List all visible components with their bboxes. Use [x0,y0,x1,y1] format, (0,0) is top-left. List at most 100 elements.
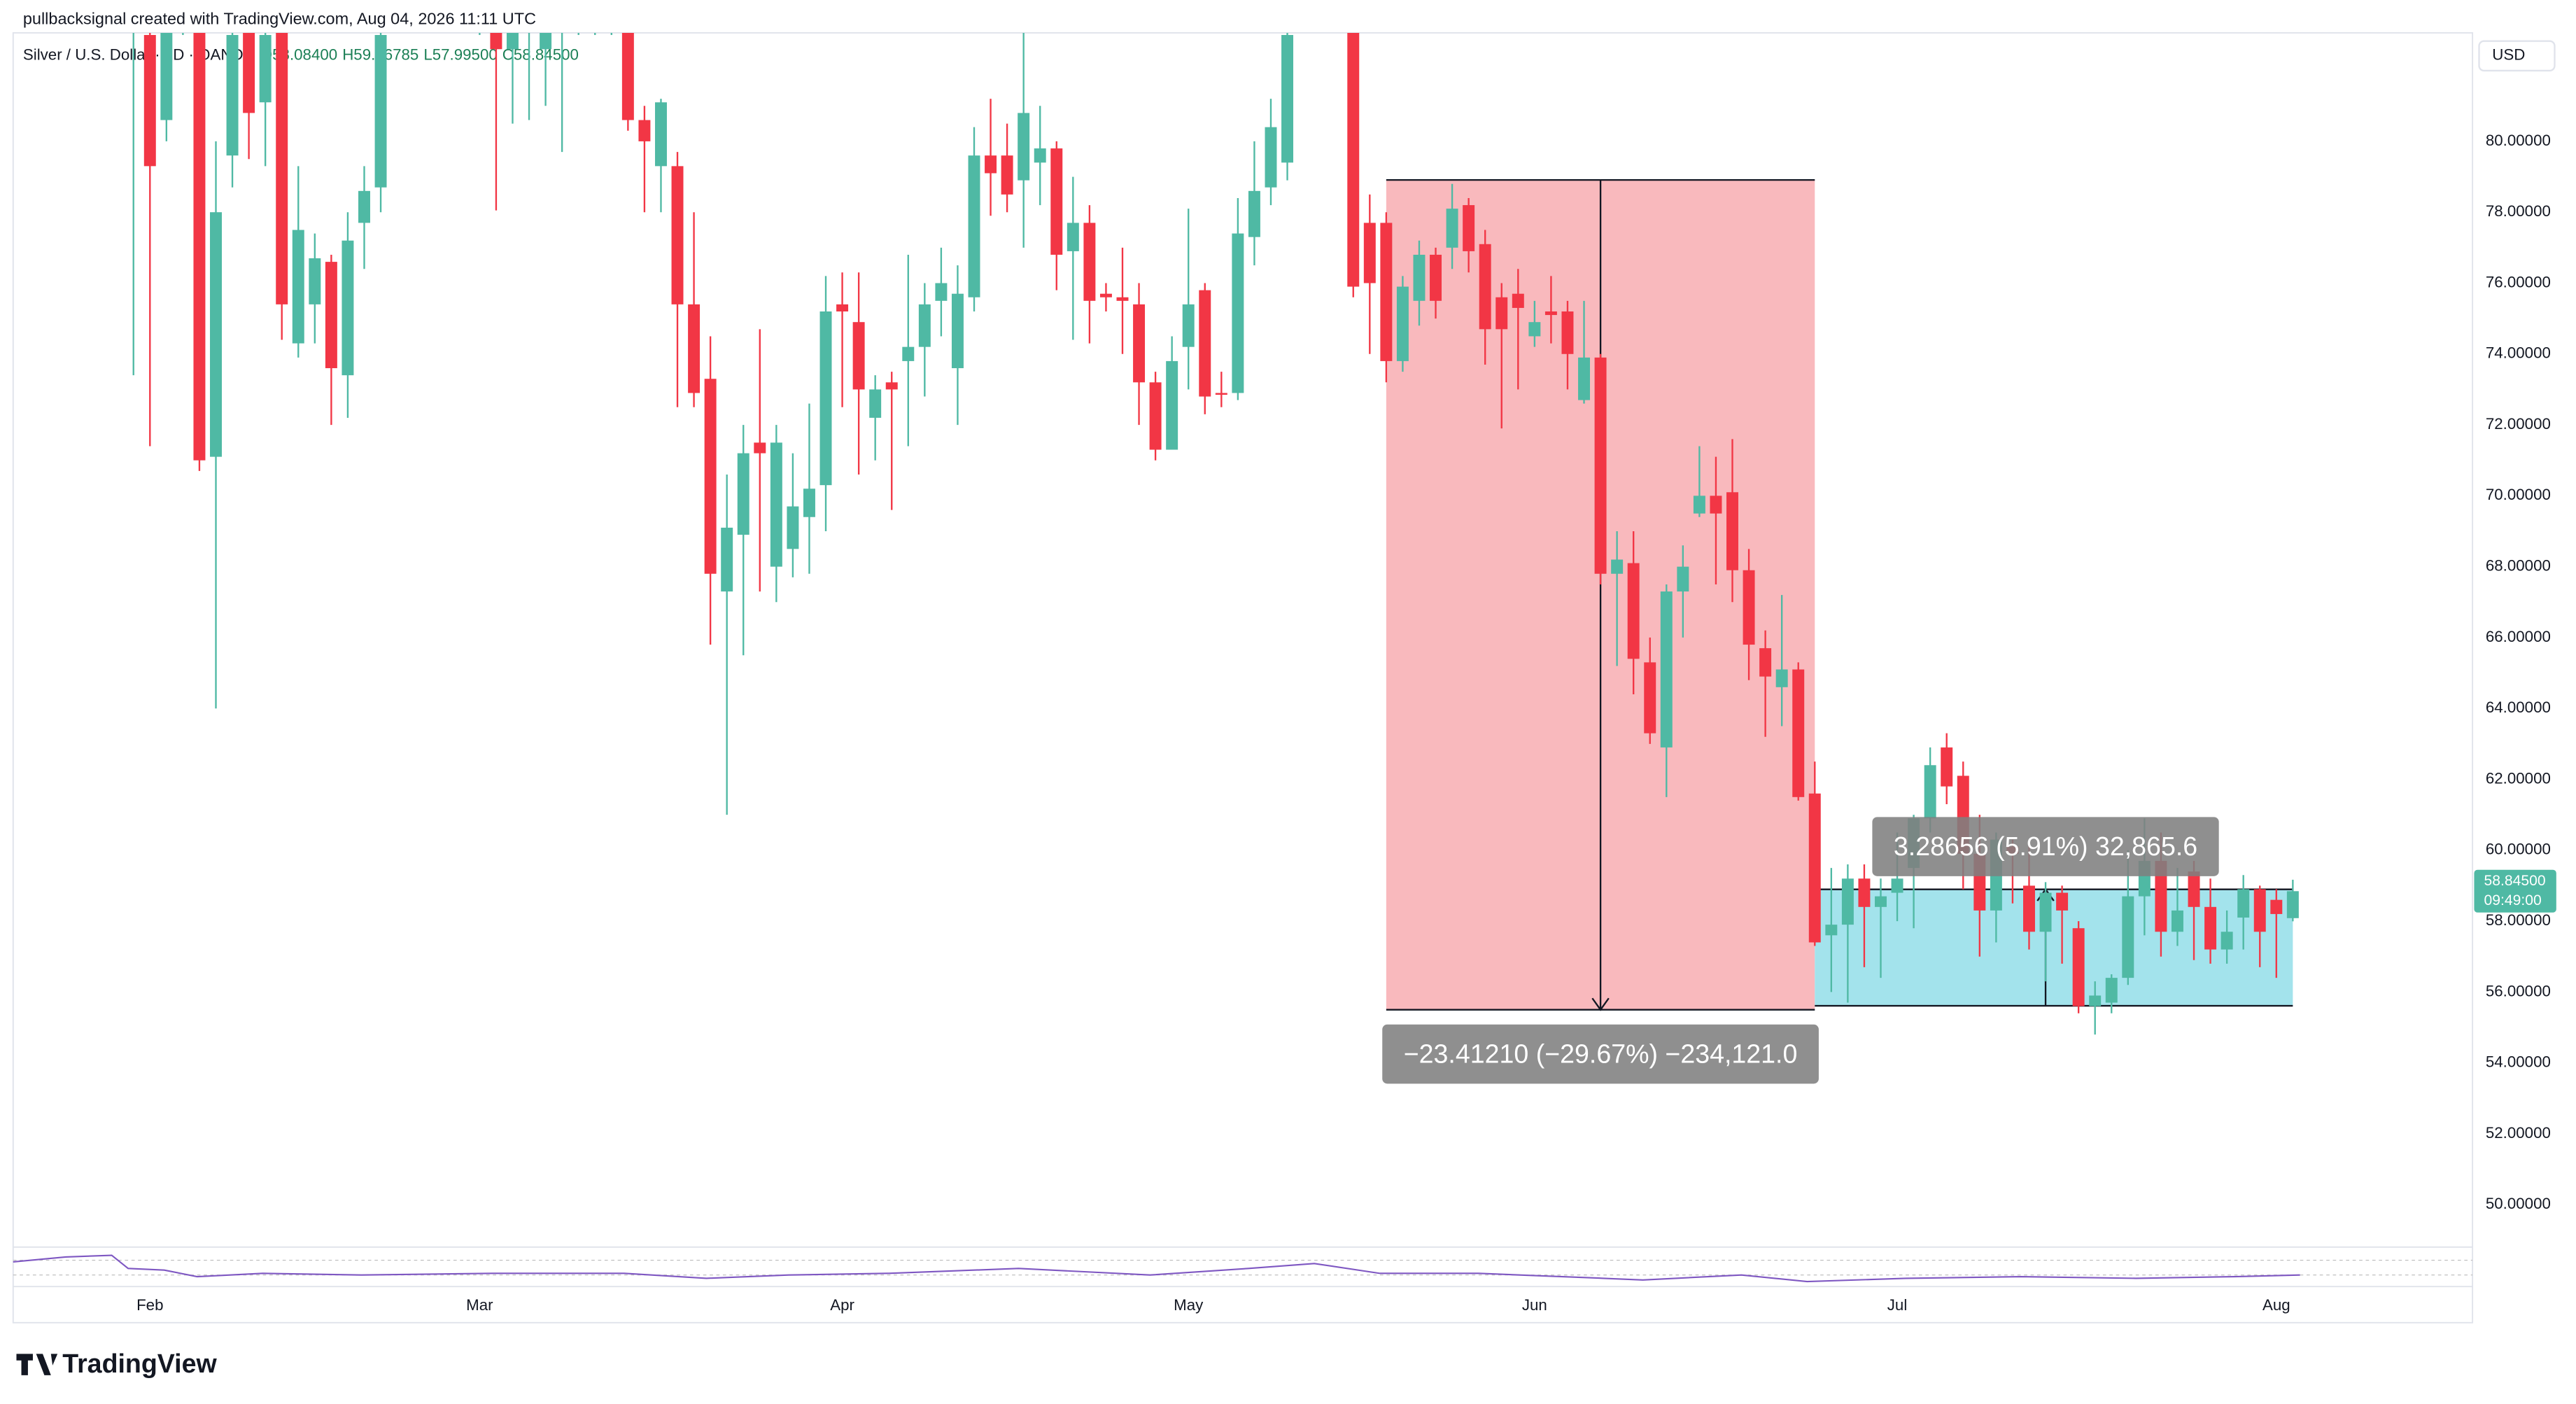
candle-body [1133,304,1146,383]
candle-body [2220,932,2233,950]
candle-body [671,166,684,304]
candle-body [2023,885,2035,932]
candle-body [1528,322,1541,337]
candle-body [852,322,865,390]
candle-body [1941,747,1953,787]
candle-body [2056,892,2069,911]
y-tick-label: 52.00000 [2486,1124,2551,1142]
candle-body [210,212,222,457]
candle-body [1199,290,1211,397]
candle-body [869,389,882,418]
measure-label-box [1872,817,2219,876]
measure-label-text: −23.41210 (−29.67%) −234,121.0 [1404,1039,1798,1068]
candle-body [143,34,156,167]
candle-body [1759,648,1772,677]
measure-label: −23.41210 (−29.67%) −234,121.0 [1382,1024,1819,1084]
candle-body [1479,244,1491,330]
candle-body [2237,889,2250,918]
candle-body [918,304,931,347]
candle-body [374,34,387,188]
candle-body [1775,669,1788,687]
candle-body [1627,563,1640,659]
candle-body [2155,860,2167,932]
candle-body [1413,254,1426,301]
candle-body [2122,896,2134,978]
candle-body [193,32,206,461]
ohlc-value: L57.99500 [423,46,497,64]
candle-body [259,34,272,103]
candle-body [621,32,634,120]
measure-label-text: 3.28656 (5.91%) 32,865.6 [1894,831,2197,861]
candle-body [1363,223,1376,283]
candle-body [654,102,667,167]
candle-body [902,346,915,361]
x-tick-label: Jun [1522,1296,1547,1314]
arrow-head [1591,997,1610,1011]
candle-body [721,527,733,592]
candle-body [1710,496,1722,514]
symbol-title: Silver / U.S. Dollar · 1D · OANDA [23,46,254,64]
candle-body [885,382,898,390]
candle-body [1430,254,1442,301]
candle-body [1792,669,1805,797]
candle-body [1018,113,1030,181]
candle-body [638,120,651,141]
candle-body [1232,233,1244,393]
candle-body [160,32,173,120]
candle-body [2188,871,2200,907]
candle-body [1726,492,1738,570]
frame [12,32,2474,1324]
candle-body [1050,148,1063,255]
candle-body [1808,793,1821,943]
x-tick-label: Aug [2262,1296,2290,1314]
candle-body [1611,559,1624,574]
countdown: 09:49:00 [2484,892,2542,908]
candle-body [1841,878,1854,925]
candle-body [1544,311,1557,316]
candle-body [985,155,997,174]
candle-body [1149,382,1162,450]
y-tick-label: 78.00000 [2486,202,2551,220]
candle-body [358,190,370,223]
candle-body [1463,205,1475,251]
candles [132,32,2299,1035]
currency-box[interactable] [2478,40,2556,72]
candle-body [968,155,980,297]
candle-body [2089,995,2102,1006]
candle-body [1561,311,1574,354]
candle-body [1166,360,1178,450]
candle-body [507,32,519,50]
candle-body [1512,293,1524,308]
logo-text: TradingView [62,1349,217,1378]
candle-body [803,489,815,517]
y-tick-label: 64.00000 [2486,699,2551,716]
candle-body [754,442,766,454]
y-tick-label: 62.00000 [2486,769,2551,787]
candle-body [243,32,255,113]
candle-body [1347,32,1360,287]
ohlc-value: O58.08400 [260,46,337,64]
candle-body [292,230,304,344]
candle-body [1067,223,1079,251]
y-tick-label: 60.00000 [2486,841,2551,858]
candle-body [951,293,964,369]
y-tick-label: 70.00000 [2486,486,2551,503]
y-tick-label: 68.00000 [2486,557,2551,575]
candle-body [1693,496,1705,514]
candle-body [1034,148,1046,163]
candle-body [737,453,749,535]
y-tick-label: 54.00000 [2486,1053,2551,1071]
candle-body [704,379,717,574]
candle-body [226,34,239,156]
candle-body [935,283,948,301]
candle-body [1594,357,1607,574]
indicator-line [13,1254,2300,1283]
candle-body [1677,566,1689,592]
y-tick-label: 74.00000 [2486,344,2551,362]
measure-label: 3.28656 (5.91%) 32,865.6 [1872,817,2219,876]
y-tick-label: 50.00000 [2486,1195,2551,1212]
candle-body [770,442,782,567]
x-tick-label: Jul [1887,1296,1908,1314]
currency[interactable]: USD [2492,46,2525,64]
candle-body [1825,925,1838,936]
